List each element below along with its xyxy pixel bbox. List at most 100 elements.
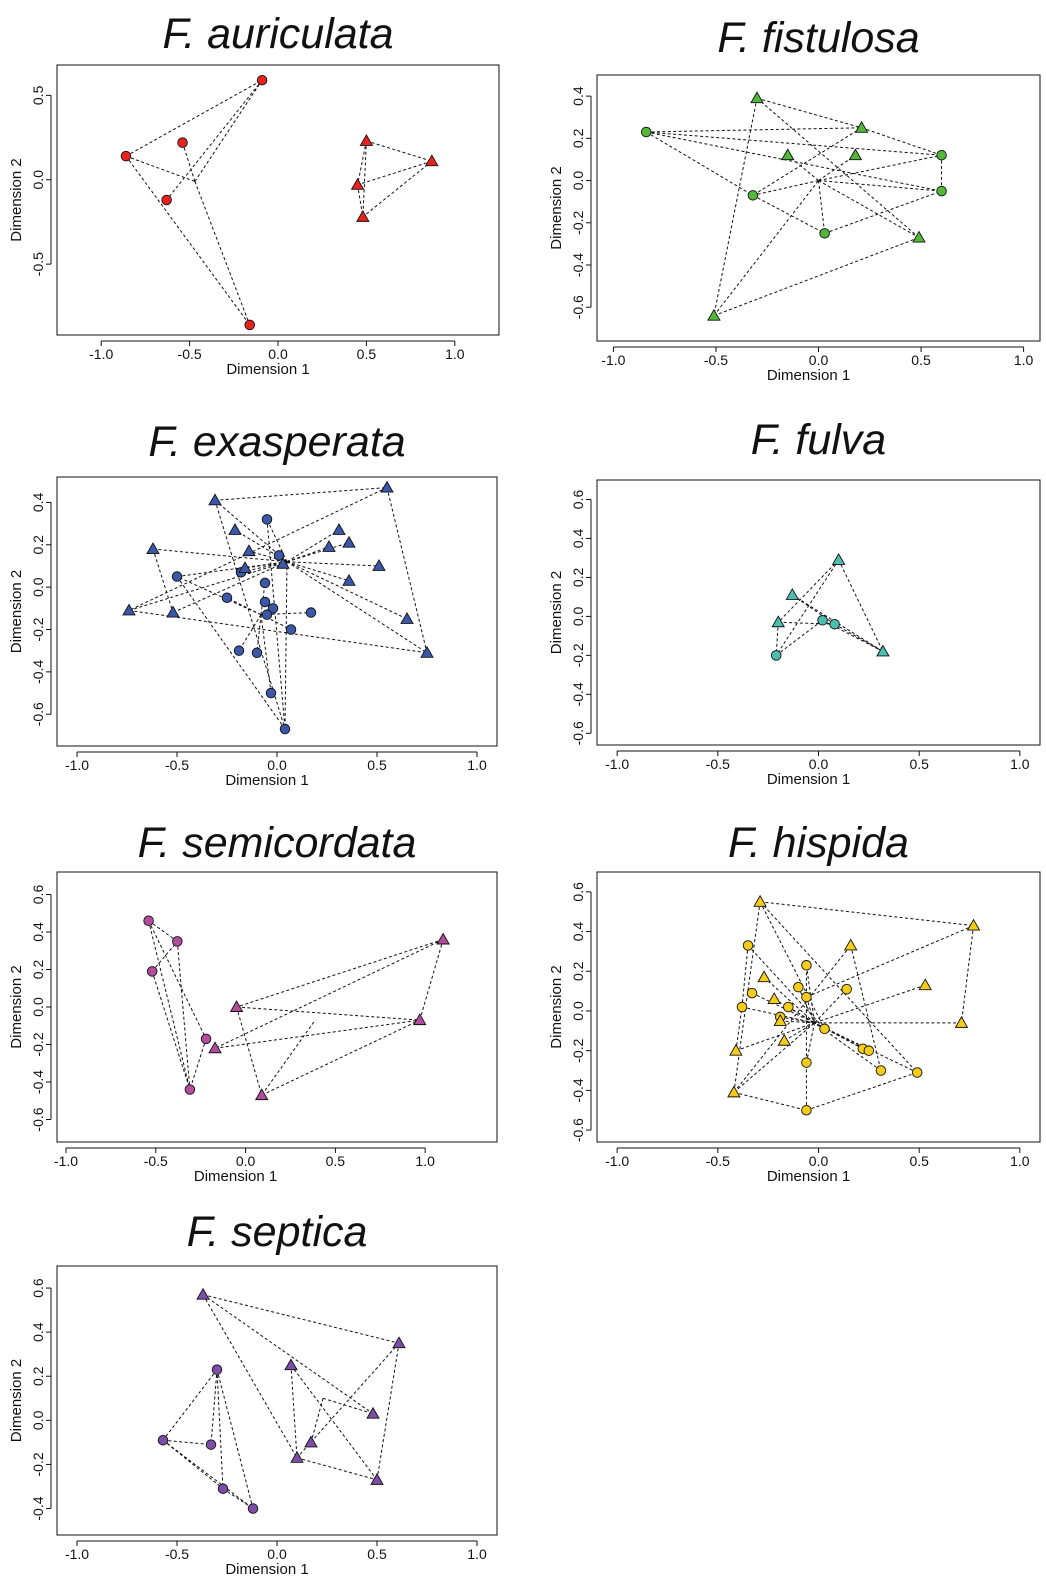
network-edge — [805, 1022, 815, 1063]
network-edge — [256, 614, 262, 653]
network-edge — [646, 131, 942, 156]
y-axis-label: Dimension 2 — [8, 1359, 25, 1442]
y-tick-label: 0.4 — [30, 922, 46, 942]
network-edge — [760, 901, 974, 927]
y-tick-label: 0.0 — [30, 170, 46, 190]
y-axis-label: Dimension 2 — [548, 571, 565, 654]
network-edge — [284, 561, 288, 730]
network-edge — [176, 576, 262, 616]
network-edge — [752, 180, 819, 196]
data-point-triangle — [342, 535, 356, 548]
network-edge — [792, 594, 884, 652]
network-edge — [646, 131, 942, 192]
network-edge — [260, 614, 272, 694]
network-edge — [775, 622, 779, 656]
data-point-triangle — [290, 1450, 304, 1463]
x-tick-label: 0.0 — [267, 1546, 287, 1562]
y-tick-label: -0.6 — [570, 295, 586, 319]
network-edge — [741, 945, 749, 1008]
data-point-triangle — [366, 1406, 380, 1419]
plot-frame — [56, 871, 498, 1143]
network-edge — [814, 1022, 918, 1073]
network-edge — [759, 901, 918, 1073]
data-point-triangle — [380, 480, 394, 493]
data-point-circle — [819, 1023, 830, 1035]
data-point-triangle — [848, 148, 863, 161]
data-point-circle — [801, 1104, 812, 1116]
data-point-circle — [736, 1001, 748, 1013]
network-edge — [125, 155, 251, 326]
network-edge — [735, 1006, 743, 1051]
network-edge — [194, 79, 263, 182]
network-edge — [713, 98, 758, 316]
network-edge — [152, 548, 288, 563]
data-point-circle — [217, 1483, 229, 1494]
network-edge — [176, 576, 286, 730]
y-tick-label: -0.2 — [570, 1038, 586, 1062]
data-point-circle — [177, 137, 188, 148]
network-edge — [266, 519, 286, 730]
plot-frame — [56, 64, 500, 336]
x-tick-label: -0.5 — [165, 757, 189, 773]
network-edge — [236, 1006, 420, 1021]
network-edge — [214, 939, 444, 1049]
network-edge — [805, 996, 815, 1024]
chart-title: F. fulva — [751, 416, 886, 464]
y-tick-label: -0.4 — [570, 1078, 586, 1102]
plot-frame — [596, 479, 1041, 746]
network-edge — [128, 561, 288, 611]
data-point-triangle — [284, 1358, 298, 1371]
data-point-triangle — [780, 148, 795, 161]
chart-title: F. fistulosa — [717, 14, 919, 62]
x-tick-label: 0.5 — [326, 1153, 346, 1169]
plot-frame — [56, 476, 498, 747]
y-tick-label: -0.4 — [570, 682, 586, 706]
x-tick-label: 1.0 — [1014, 352, 1034, 368]
y-tick-label: 0.0 — [30, 1410, 46, 1430]
data-point-circle — [251, 647, 263, 659]
network-edge — [148, 920, 178, 942]
data-point-triangle — [208, 493, 222, 506]
chart-title: F. hispida — [728, 819, 909, 867]
network-edge — [861, 127, 942, 156]
data-point-triangle — [954, 1015, 969, 1028]
network-edge — [376, 1343, 400, 1480]
network-edge — [202, 1294, 400, 1344]
network-edge — [310, 1398, 324, 1443]
data-point-triangle — [727, 1085, 741, 1098]
data-point-triangle — [757, 970, 771, 983]
y-tick-label: -0.4 — [30, 1070, 46, 1094]
network-edge — [756, 97, 862, 129]
network-edge — [814, 984, 926, 1024]
data-point-circle — [200, 1033, 212, 1045]
data-point-circle — [801, 960, 812, 971]
data-point-circle — [305, 607, 317, 618]
y-tick-label: 0.6 — [570, 490, 586, 510]
x-tick-label: 0.5 — [909, 1153, 929, 1169]
y-tick-label: -0.6 — [30, 702, 46, 726]
x-axis-label: Dimension 1 — [767, 367, 850, 384]
x-tick-label: -0.5 — [706, 756, 730, 772]
data-point-triangle — [304, 1435, 318, 1448]
data-point-triangle — [831, 552, 846, 565]
panel-5: F. semicordata -1.0 -0.5 0.0 0.5 1.0 0.6 0.4 0.2… — [8, 819, 498, 1185]
data-point-triangle — [854, 120, 869, 133]
network-edge — [733, 901, 761, 1093]
panel-4: F. fulva -1.0 -0.5 0.0 0.5 1.0 0.6 0.4 0.2 0.0 -0.… — [548, 416, 1041, 788]
plot-frame — [56, 1265, 498, 1536]
network-edge — [261, 1021, 315, 1096]
network-edge — [162, 1369, 218, 1441]
data-point-triangle — [322, 539, 336, 552]
data-point-circle — [863, 1045, 875, 1056]
y-axis-label: Dimension 2 — [548, 166, 565, 249]
x-tick-label: 0.5 — [367, 757, 387, 773]
network-edge — [151, 941, 178, 972]
y-tick-label: 0.5 — [30, 85, 46, 105]
x-tick-label: 1.0 — [1010, 756, 1030, 772]
data-point-circle — [244, 319, 255, 331]
y-tick-label: -0.6 — [570, 721, 586, 745]
data-point-circle — [279, 723, 291, 735]
y-tick-label: 0.0 — [30, 577, 46, 597]
x-tick-label: -1.0 — [54, 1153, 78, 1169]
